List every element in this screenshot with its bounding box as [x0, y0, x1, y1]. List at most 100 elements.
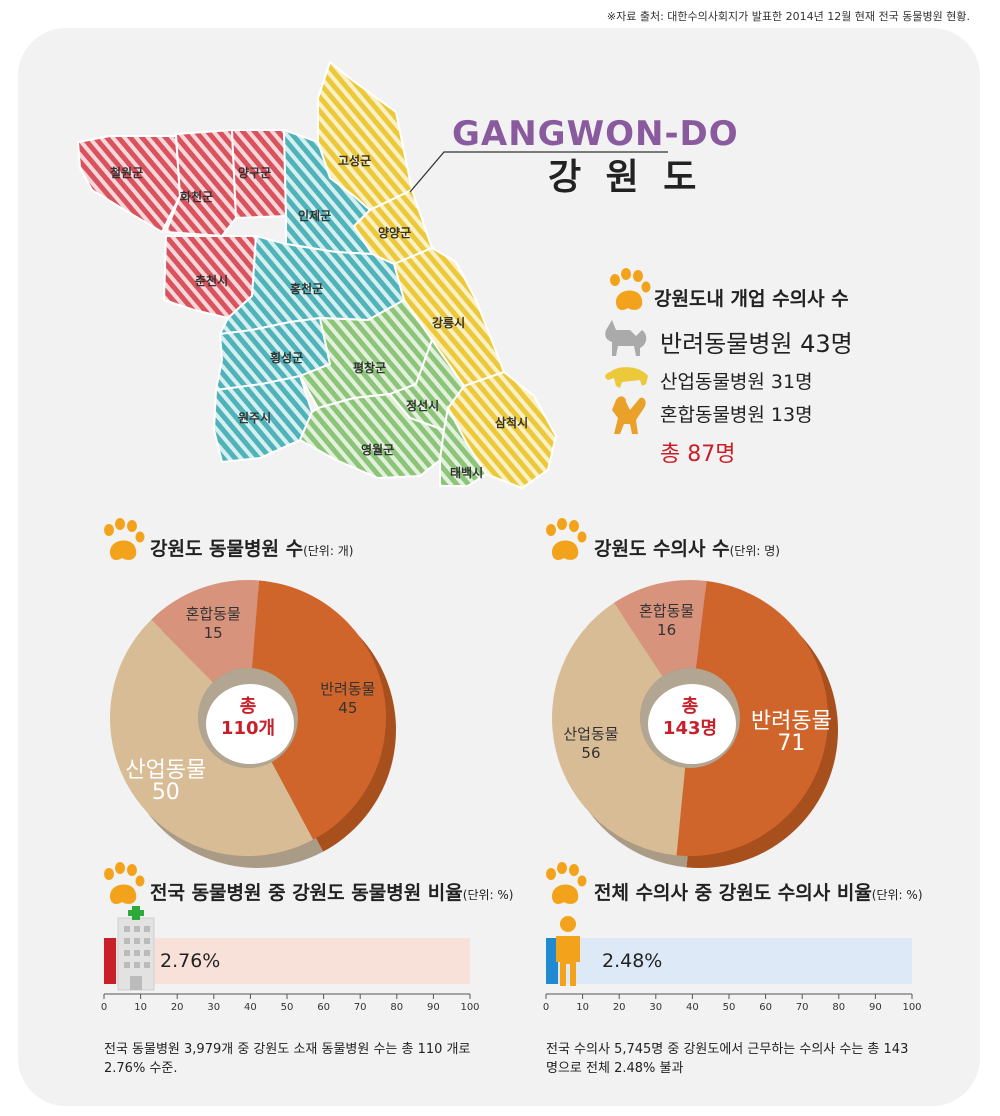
region-label: 영월군 [361, 443, 395, 457]
bar-tick-label: 70 [353, 1002, 367, 1013]
region-label: 평창군 [353, 361, 387, 375]
bar-tick-label: 10 [134, 1002, 147, 1013]
bar-tick-label: 40 [686, 1002, 699, 1013]
region-label: 횡성군 [270, 351, 304, 365]
vets-pie-title: 강원도 수의사 수(단위: 명) [594, 534, 780, 561]
person-icon [556, 916, 580, 986]
region-inje [282, 128, 374, 256]
region-cheorwon [76, 135, 182, 234]
region-label: 철원군 [110, 166, 144, 180]
region-label: 삼척시 [495, 416, 529, 430]
pie-center-label: 총 [239, 696, 257, 717]
bar-tick-label: 80 [832, 1002, 846, 1013]
region-label: 춘천시 [195, 274, 229, 288]
bar-track [104, 938, 470, 984]
pie-value: 56 [581, 744, 601, 763]
bar-track [546, 938, 912, 984]
vets-unit: (단위: 명) [729, 544, 780, 558]
pie-hole-inner [206, 684, 294, 764]
bar-tick-label: 40 [244, 1002, 257, 1013]
pie-slice-companion [676, 580, 829, 856]
region-label: 화천군 [180, 190, 214, 204]
title-leader-line [409, 151, 668, 193]
vets-total: 총 87명 [660, 442, 736, 467]
pie-hole-inner [648, 684, 736, 764]
companion-vets: 반려동물병원 43명 [660, 330, 853, 358]
bar2-unit: (단위: %) [871, 888, 923, 902]
hospital-building-icon [117, 906, 155, 991]
pie-value: 15 [203, 624, 223, 643]
title-korean: 강 원 도 [548, 157, 703, 198]
source-note: ※자료 출처: 대한수의사회지가 발표한 2014년 12월 현재 전국 동물병… [606, 10, 970, 23]
bar-tick-label: 0 [542, 1002, 550, 1013]
region-label: 홍천군 [290, 282, 324, 296]
bar-tick-label: 50 [280, 1002, 294, 1013]
region-label: 양구군 [238, 166, 272, 180]
vets-title-text: 강원도 수의사 수 [594, 538, 730, 560]
pie-label: 산업동물 [125, 758, 207, 784]
region-yeongwol [298, 392, 446, 480]
bar-tick-label: 80 [390, 1002, 404, 1013]
pie-value: 16 [657, 620, 677, 639]
bar-tick-label: 30 [207, 1002, 221, 1013]
bar-tick-label: 50 [722, 1002, 736, 1013]
bar1-title-text: 전국 동물병원 중 강원도 동물병원 비율 [150, 882, 463, 904]
bar1-title: 전국 동물병원 중 강원도 동물병원 비율(단위: %) [150, 878, 513, 905]
pie-value: 71 [777, 731, 806, 757]
cow-icon [605, 367, 648, 388]
region-label: 강릉시 [432, 316, 466, 330]
pie-label: 반려동물 [750, 709, 832, 735]
cat-icon [605, 320, 647, 356]
paw-icon [546, 518, 587, 560]
hospitals-title: 강원도 동물병원 수(단위: 개) [150, 534, 353, 561]
paw-icon [104, 862, 145, 904]
bar-value-label: 2.48% [602, 950, 663, 972]
bar-tick-label: 20 [612, 1002, 626, 1013]
hospitals-unit: (단위: 개) [303, 544, 354, 558]
paw-icon [546, 862, 587, 904]
title-english: GANGWON-DO [452, 114, 739, 154]
region-label: 인제군 [298, 209, 332, 223]
pie-slice-mixed [151, 579, 260, 683]
pie-center-value: 143명 [662, 718, 718, 739]
bar2-title-text: 전체 수의사 중 강원도 수의사 비율 [594, 882, 872, 904]
pie-slice-companion [251, 580, 387, 840]
pie-slice-industrial [110, 619, 314, 857]
pie-value: 50 [151, 780, 180, 806]
bar2-title: 전체 수의사 중 강원도 수의사 비율(단위: %) [594, 878, 923, 905]
region-label: 양양군 [378, 226, 412, 240]
bar-tick-label: 60 [317, 1002, 330, 1013]
bar-fill [546, 938, 558, 984]
region-label: 정선시 [406, 399, 440, 413]
bar-tick-label: 60 [759, 1002, 772, 1013]
bar-tick-label: 100 [902, 1002, 922, 1013]
bar2-description: 전국 수의사 5,745명 중 강원도에서 근무하는 수의사 수는 총 143명… [546, 1042, 909, 1076]
paw-icon [610, 268, 651, 310]
bar-tick-label: 70 [795, 1002, 809, 1013]
bar-tick-label: 20 [170, 1002, 184, 1013]
pie-slice-mixed [614, 580, 707, 677]
bar-tick-label: 90 [427, 1002, 440, 1013]
pie-label: 산업동물 [563, 725, 619, 744]
bar-tick-label: 100 [460, 1002, 480, 1013]
bar-value-label: 2.76% [160, 950, 221, 972]
bar-tick-label: 10 [576, 1002, 589, 1013]
industrial-vets: 산업동물병원 31명 [660, 371, 813, 393]
region-label: 고성군 [338, 154, 372, 168]
vets-open-title: 강원도내 개업 수의사 수 [654, 288, 849, 310]
pie-slice-industrial [551, 602, 686, 856]
bar-tick-label: 30 [649, 1002, 663, 1013]
pie-center-value: 110개 [220, 718, 276, 739]
bar1-description: 전국 동물병원 3,979개 중 강원도 소재 동물병원 수는 총 110 개로… [104, 1042, 471, 1076]
pie-label: 반려동물 [320, 680, 376, 699]
bar1-unit: (단위: %) [462, 888, 514, 902]
mixed-vets: 혼합동물병원 13명 [660, 404, 813, 426]
pie-value: 45 [338, 699, 358, 718]
bar-tick-label: 0 [100, 1002, 108, 1013]
region-label: 원주시 [238, 411, 272, 425]
hospitals-title-text: 강원도 동물병원 수 [150, 538, 304, 560]
region-taebaek [439, 404, 488, 487]
